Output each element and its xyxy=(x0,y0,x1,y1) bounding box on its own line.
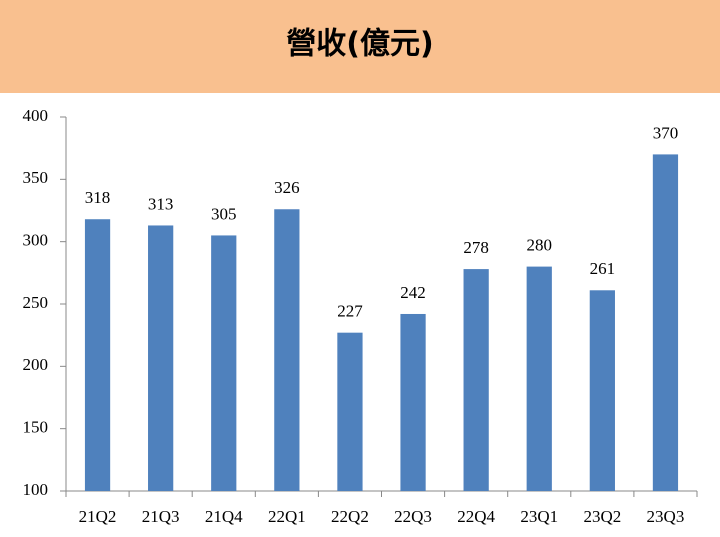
bar xyxy=(337,332,363,491)
data-label: 318 xyxy=(85,188,111,207)
data-label: 242 xyxy=(400,283,426,302)
bar xyxy=(400,313,426,491)
x-tick-label: 22Q1 xyxy=(268,507,306,526)
chart-title: 營收(億元) xyxy=(286,27,433,62)
y-tick-label: 200 xyxy=(23,355,49,374)
bar xyxy=(84,219,111,491)
x-tick-label: 22Q4 xyxy=(457,507,495,526)
header-band xyxy=(0,0,720,93)
x-tick-label: 21Q3 xyxy=(142,507,180,526)
bar xyxy=(274,209,300,491)
data-label: 326 xyxy=(274,178,300,197)
y-tick-label: 300 xyxy=(23,231,49,250)
bar xyxy=(463,269,489,491)
data-label: 280 xyxy=(527,236,553,255)
x-tick-label: 22Q3 xyxy=(394,507,432,526)
y-tick-label: 250 xyxy=(23,293,49,312)
bar xyxy=(148,225,174,491)
y-tick-label: 350 xyxy=(23,168,49,187)
bar xyxy=(526,266,552,491)
bar xyxy=(211,235,237,491)
x-tick-label: 23Q3 xyxy=(647,507,685,526)
x-tick-label: 23Q1 xyxy=(520,507,558,526)
data-label: 313 xyxy=(148,194,174,213)
y-tick-label: 150 xyxy=(23,418,49,437)
data-label: 261 xyxy=(590,259,616,278)
x-tick-label: 22Q2 xyxy=(331,507,369,526)
data-label: 305 xyxy=(211,204,237,223)
x-tick-label: 21Q4 xyxy=(205,507,243,526)
data-label: 278 xyxy=(463,238,489,257)
y-tick-label: 100 xyxy=(23,480,49,499)
data-label: 370 xyxy=(653,123,679,142)
bar xyxy=(652,154,679,491)
data-label: 227 xyxy=(337,302,363,321)
bar xyxy=(589,290,615,491)
x-tick-label: 23Q2 xyxy=(583,507,621,526)
y-tick-label: 400 xyxy=(23,106,49,125)
x-tick-label: 21Q2 xyxy=(79,507,117,526)
